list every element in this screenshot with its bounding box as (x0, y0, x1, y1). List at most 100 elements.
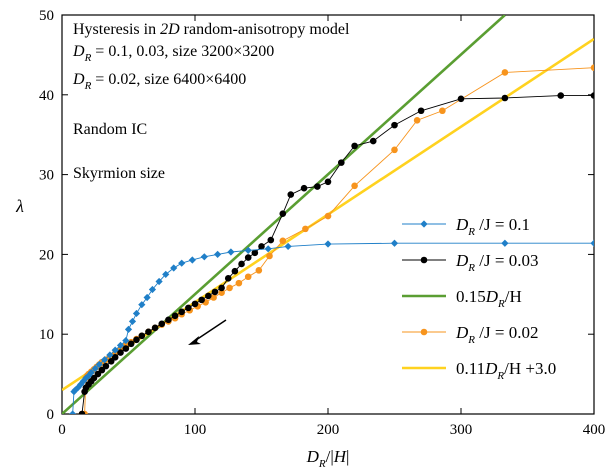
data-point (244, 273, 252, 281)
data-point (143, 293, 151, 302)
y-axis-label: λ (15, 196, 24, 216)
legend-entry: 0.11DR/H +3.0 (402, 359, 556, 382)
legend-marker (420, 256, 428, 264)
data-point (255, 267, 263, 274)
data-point (91, 364, 99, 373)
data-point (185, 304, 192, 312)
data-point (251, 249, 259, 257)
y-tick-label: 20 (39, 247, 54, 263)
data-point (82, 374, 90, 382)
data-point (151, 324, 159, 332)
data-point (111, 346, 119, 354)
data-point (87, 368, 95, 377)
data-point (501, 239, 509, 247)
data-point (287, 191, 295, 198)
data-point (178, 308, 185, 316)
data-point (224, 275, 232, 282)
data-series (62, 15, 594, 414)
data-point (351, 142, 358, 150)
data-point (133, 336, 140, 344)
data-point (300, 184, 308, 192)
data-point (90, 374, 98, 382)
data-point (264, 245, 272, 253)
data-point (590, 64, 594, 71)
data-point (417, 107, 425, 115)
data-point (238, 260, 245, 268)
data-point (324, 212, 332, 220)
y-tick-label: 10 (39, 327, 54, 343)
y-tick-label: 30 (39, 168, 54, 184)
x-axis-label: DR/|H| (306, 447, 350, 470)
data-point (106, 351, 114, 359)
data-point (501, 69, 509, 76)
legend-entry: DR /J = 0.02 (402, 323, 538, 346)
legend-entry: 0.15DR/H (402, 287, 522, 310)
x-tick-label: 200 (317, 422, 340, 438)
annotation-skyrmion-size: Skyrmion size (73, 165, 165, 182)
legend-entry: DR /J = 0.1 (402, 215, 530, 238)
y-tick-label: 40 (39, 88, 54, 104)
data-point (78, 410, 86, 414)
data-point (279, 210, 287, 218)
data-point (116, 341, 125, 349)
data-point (279, 237, 287, 245)
data-point (107, 358, 115, 365)
legend-label: 0.11DR/H +3.0 (456, 359, 556, 382)
legend-marker (420, 220, 428, 228)
data-point (391, 146, 398, 154)
data-point (122, 336, 130, 345)
data-point (124, 325, 133, 334)
data-point (390, 239, 399, 247)
data-point (590, 239, 594, 247)
legend-label: DR /J = 0.1 (455, 215, 530, 238)
data-point (501, 94, 509, 102)
series-1 (78, 92, 594, 414)
annotation-block: Hysteresis in 2D random-anisotropy model… (72, 21, 350, 182)
data-point (178, 259, 186, 267)
data-point (226, 284, 233, 292)
data-point (200, 253, 208, 261)
x-tick-label: 300 (450, 422, 473, 438)
axis-ticks: 0 100 200 300 400 0 10 20 30 40 50 (39, 8, 605, 438)
data-point (198, 296, 205, 304)
data-point (244, 254, 252, 261)
data-point (95, 360, 103, 369)
data-point (324, 178, 332, 186)
direction-arrow (188, 319, 227, 345)
data-point (148, 285, 157, 294)
data-point (391, 121, 398, 129)
data-point (98, 366, 106, 374)
data-point (210, 294, 217, 301)
data-point (439, 107, 446, 115)
data-point (158, 320, 166, 328)
legend-label: DR /J = 0.02 (455, 323, 538, 346)
data-point (266, 252, 273, 260)
data-point (94, 370, 102, 378)
data-point (338, 159, 345, 166)
data-point (369, 137, 377, 145)
data-point (218, 289, 225, 297)
y-tick-label: 0 (47, 407, 55, 423)
data-point (85, 372, 93, 380)
data-point (413, 117, 421, 124)
x-tick-label: 400 (583, 422, 606, 438)
y-tick-label: 50 (39, 8, 54, 24)
data-point (211, 288, 219, 296)
data-point (557, 92, 565, 99)
data-point (235, 279, 243, 287)
data-point (284, 242, 292, 251)
data-point (170, 264, 178, 272)
data-point (128, 317, 137, 326)
data-point (227, 248, 235, 256)
data-point (590, 92, 594, 99)
legend-label: DR /J = 0.03 (455, 251, 538, 274)
data-point (258, 243, 265, 250)
data-point (218, 284, 225, 292)
data-point (117, 349, 124, 356)
annotation-random-ic: Random IC (73, 121, 147, 138)
data-point (171, 312, 179, 320)
data-point (191, 300, 199, 308)
data-point (145, 328, 152, 336)
data-point (324, 240, 332, 248)
